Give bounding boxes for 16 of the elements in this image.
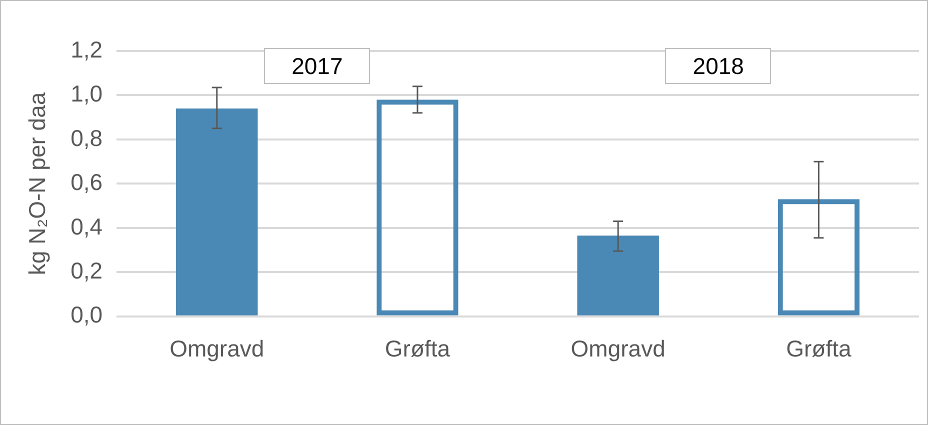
y-tick-label: 0,0 bbox=[70, 302, 103, 328]
y-tick-label: 0,2 bbox=[70, 258, 103, 284]
annotation: 2017 bbox=[264, 48, 370, 84]
x-tick-label: Omgravd bbox=[170, 336, 264, 362]
y-tick-label: 1,0 bbox=[70, 80, 103, 107]
y-tick-label: 0,8 bbox=[70, 124, 103, 151]
y-tick-label: 0,4 bbox=[70, 213, 103, 240]
x-tick-label: Grøfta bbox=[786, 336, 852, 362]
x-tick-label: Grøfta bbox=[384, 336, 450, 362]
y-tick-label: 0,6 bbox=[70, 169, 103, 196]
y-tick-label: 1,2 bbox=[70, 36, 103, 62]
bar bbox=[176, 108, 258, 316]
y-axis-title: kg N₂O-N per daa bbox=[24, 92, 50, 276]
annotation: 2018 bbox=[665, 48, 772, 84]
x-tick-label: Omgravd bbox=[570, 336, 666, 362]
bar bbox=[577, 236, 659, 316]
